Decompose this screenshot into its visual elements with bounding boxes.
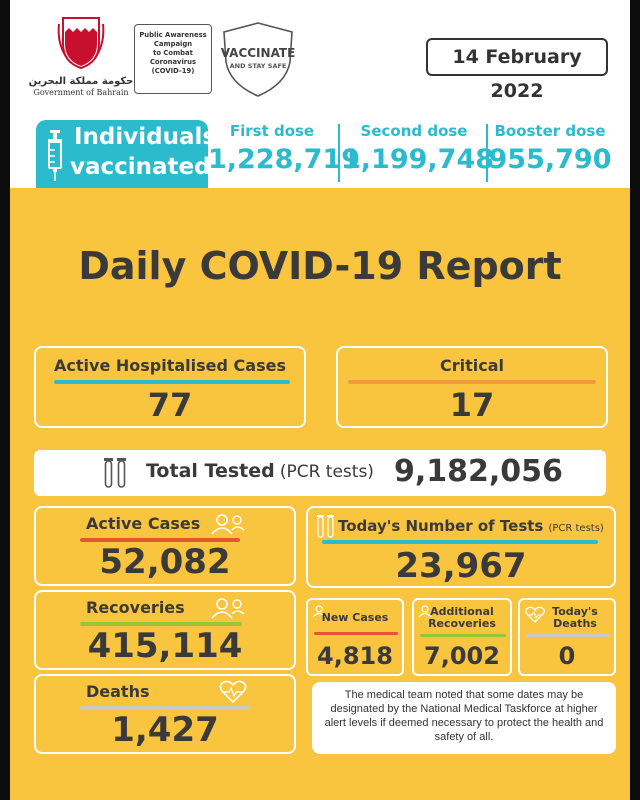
shield-icon [223,22,293,97]
critical-value: 17 [449,386,495,424]
dose-divider [486,124,488,182]
campaign-line: Campaign [153,40,193,48]
test-tubes-icon [317,515,334,538]
deaths-label: Deaths [86,682,150,701]
additional-recoveries-label: Additional Recoveries [414,606,510,630]
report-date: 14 February 2022 [426,38,608,102]
people-icon [418,605,432,618]
vaccinated-line2: vaccinated [70,154,211,180]
vaccinated-badge: Individuals vaccinated [36,120,216,188]
second-dose-label: Second dose [360,122,468,140]
first-dose: First dose 1,228,719 [208,122,361,184]
additional-recoveries-value: 7,002 [424,642,500,670]
todays-deaths-line2: Deaths [553,617,597,630]
total-tested-label: Total Tested [146,460,275,482]
new-cases-label: New Cases [321,611,389,624]
campaign-line: Public Awareness [139,31,207,39]
vaccinated-line1: Individuals [74,124,217,150]
campaign-box: Public Awareness Campaign to Combat Coro… [134,24,212,94]
syringe-icon [48,130,62,181]
first-dose-label: First dose [229,122,315,140]
second-dose-value: 1,199,748 [342,144,495,175]
new-cases-value: 4,818 [317,642,393,670]
deaths-value: 1,427 [111,710,219,750]
people-icon [211,598,245,619]
government-logo: حكومة مملكة البحرين Government of Bahrai… [26,14,136,104]
recoveries-value: 415,114 [87,626,243,666]
vaccinate-subtitle: AND STAY SAFE [229,62,287,70]
hospitalised-box: Active Hospitalised Cases 77 [34,346,306,428]
dose-divider [338,124,340,182]
active-cases-label: Active Cases [86,514,201,533]
booster-dose-label: Booster dose [494,122,606,140]
total-tested-sub: (PCR tests) [279,462,374,482]
campaign-line: to Combat [153,49,193,57]
medical-team-note: The medical team noted that some dates m… [312,682,616,754]
first-dose-value: 1,228,719 [208,144,361,175]
new-cases-bar [314,632,398,635]
booster-dose-value: 955,790 [488,144,612,175]
people-icon [211,514,245,535]
additional-recoveries-line2: Recoveries [428,617,496,630]
recoveries-box: Recoveries 415,114 [34,590,296,670]
critical-box: Critical 17 [336,346,608,428]
deaths-box: Deaths 1,427 [34,674,296,754]
todays-deaths-line1: Today's [552,605,598,618]
tests-today-bar [322,540,598,544]
todays-deaths-value: 0 [558,642,576,670]
campaign-line: Coronavirus [149,58,197,66]
second-dose: Second dose 1,199,748 [342,122,495,184]
infographic: حكومة مملكة البحرين Government of Bahrai… [10,0,630,800]
active-cases-bar [80,538,240,542]
total-tested-value: 9,182,056 [394,454,563,489]
gov-english-name: Government of Bahrain [33,88,129,97]
recoveries-bar [80,622,242,626]
additional-recoveries-card: Additional Recoveries 7,002 [412,598,512,676]
tests-today-value: 23,967 [395,546,527,586]
hospitalised-bar [54,380,290,384]
todays-deaths-bar [526,634,610,637]
booster-dose: Booster dose 955,790 [488,122,612,184]
vaccinate-title: VACCINATE [220,46,296,60]
hospitalised-value: 77 [147,386,193,424]
tests-today-label: Today's Number of Tests [338,517,544,535]
heart-pulse-icon [219,680,247,704]
active-cases-value: 52,082 [99,542,231,582]
total-tested-box: Total Tested (PCR tests) 9,182,056 [34,450,606,496]
vaccinate-shield: VACCINATE AND STAY SAFE [218,20,298,98]
heart-pulse-icon [525,606,545,623]
people-icon [312,605,326,618]
additional-recoveries-line1: Additional [430,605,494,618]
test-tubes-icon [104,458,126,488]
additional-recoveries-bar [420,634,506,637]
total-tested-text: Total Tested (PCR tests) [146,460,374,482]
active-cases-box: Active Cases 52,082 [34,506,296,586]
tests-today-sub: (PCR tests) [548,523,604,534]
todays-deaths-label: Today's Deaths [528,606,622,630]
todays-deaths-card: Today's Deaths 0 [518,598,616,676]
recoveries-label: Recoveries [86,598,185,617]
campaign-line: (COVID-19) [151,67,195,75]
gov-arabic-name: حكومة مملكة البحرين [28,76,134,87]
bahrain-emblem-icon [57,17,105,70]
critical-bar [348,380,596,384]
tests-today-box: Today's Number of Tests (PCR tests) 23,9… [306,506,616,588]
deaths-bar [80,706,250,710]
hospitalised-label: Active Hospitalised Cases [54,356,286,375]
tests-today-header: Today's Number of Tests (PCR tests) [338,516,604,535]
new-cases-card: New Cases 4,818 [306,598,404,676]
report-title: Daily COVID-19 Report [78,244,562,288]
critical-label: Critical [439,356,504,375]
